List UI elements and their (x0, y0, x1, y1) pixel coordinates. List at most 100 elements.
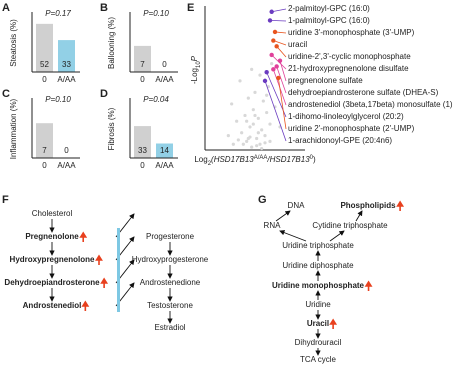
point (258, 142, 262, 146)
point (271, 38, 276, 43)
label-leader (271, 8, 287, 13)
label-part: P (190, 55, 199, 61)
point (255, 136, 259, 141)
x-tick-label: 0 (140, 161, 145, 170)
label-part: -Log (190, 68, 199, 84)
point (246, 136, 250, 141)
bar (134, 126, 151, 158)
point (251, 122, 255, 126)
x-tick-label: A/AA (57, 75, 76, 84)
node-label: Uridine monophosphate (272, 281, 365, 290)
point (261, 99, 265, 103)
node-label: TCA cycle (300, 355, 337, 364)
label-leader (279, 60, 287, 82)
count-label: 0 (64, 146, 69, 155)
label-part: A/AA (254, 155, 268, 161)
point (262, 78, 268, 84)
point-label: pregnenolone sulfate (288, 76, 363, 85)
point (255, 144, 259, 148)
node-label: Testosterone (147, 301, 193, 310)
bar (58, 40, 75, 72)
node-label: Progesterone (146, 232, 195, 241)
count-label: 33 (138, 146, 147, 155)
point (271, 67, 276, 72)
label-leader (273, 40, 287, 46)
label-leader (276, 46, 287, 58)
label-part: (HSD17B13 (211, 155, 254, 164)
point (231, 142, 235, 146)
count-label: 7 (42, 146, 47, 155)
label-leader (269, 20, 287, 22)
node-label: DNA (288, 201, 306, 210)
bar (36, 23, 53, 72)
point (238, 79, 242, 83)
x-tick-label: A/AA (155, 161, 174, 170)
y-axis-label: -Log10P (190, 55, 201, 84)
label-leader (264, 80, 287, 142)
point-label: 2-palmitoyl-GPC (16:0) (288, 4, 370, 13)
panel-letter: D (100, 88, 108, 100)
point (265, 110, 269, 115)
node-label: Uridine (305, 300, 331, 309)
point-label: uridine 3'-monophosphate (3'-UMP) (288, 28, 415, 37)
up-arrow (364, 280, 373, 291)
panel-letter: E (187, 2, 194, 14)
point (226, 134, 230, 138)
x-tick-label: 0 (140, 75, 145, 84)
point (263, 141, 267, 145)
y-axis-label: Fibrosis (%) (107, 107, 116, 150)
point (253, 90, 257, 94)
count-label: 14 (160, 146, 169, 155)
up-arrow (396, 200, 405, 211)
arrow (355, 210, 363, 222)
point (268, 139, 272, 143)
point (258, 73, 262, 77)
point-label: 1-arachidonoyl-GPE (20:4n6) (288, 136, 392, 145)
arrow (275, 210, 291, 222)
p-value: P=0.17 (45, 9, 71, 18)
count-label: 0 (162, 60, 167, 69)
panel-letter: B (100, 2, 108, 14)
x-tick-label: 0 (42, 75, 47, 84)
up-arrow (100, 277, 109, 288)
point (263, 134, 267, 138)
node-label: Estradiol (154, 323, 185, 332)
point (240, 131, 244, 135)
point (250, 67, 254, 71)
arrow (329, 230, 345, 242)
point (236, 138, 240, 142)
node-label: Uridine diphosphate (282, 261, 354, 270)
point (270, 62, 274, 66)
y-axis-label: Inflammation (%) (9, 98, 18, 159)
bar (134, 45, 151, 72)
panel-letter: F (2, 194, 9, 206)
bar (36, 123, 53, 158)
x-axis-label: Log2(HSD17B13A/AA/HSD17B130) (194, 155, 316, 167)
point (267, 18, 273, 23)
count-label: 7 (140, 60, 145, 69)
blocker-bar (117, 228, 120, 312)
point (253, 113, 257, 118)
point (246, 96, 250, 100)
node-label: Hydroxypregnenolone (10, 255, 95, 264)
point-label: dehydroepiandrosterone sulfate (DHEA-S) (288, 88, 439, 97)
point (235, 119, 239, 123)
point (250, 145, 254, 149)
point (256, 116, 260, 120)
point (265, 93, 269, 97)
label-part: /HSD17B13 (266, 155, 310, 164)
x-tick-label: A/AA (155, 75, 174, 84)
point (260, 128, 264, 132)
node-label: Cytidine triphosphate (312, 221, 388, 230)
point (251, 108, 255, 112)
arrow (279, 230, 307, 242)
label-leader (276, 66, 287, 94)
bar (156, 143, 173, 158)
node-label: Phospholipids (340, 201, 396, 210)
panel-letter: A (2, 2, 10, 14)
node-label: Cholesterol (32, 209, 73, 218)
point (274, 64, 279, 69)
node-label: Androstenediol (23, 301, 82, 310)
up-arrow (81, 300, 90, 311)
